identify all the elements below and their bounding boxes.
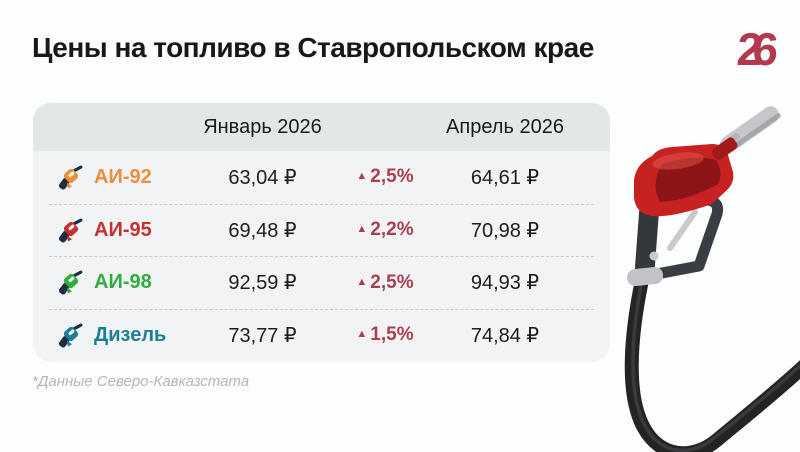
nozzle-trigger-guard [644,194,724,282]
page-title: Цены на топливо в Ставропольском крае [32,32,594,63]
fuel-cell: АИ-95 [45,218,195,243]
april-price: 70,98 ₽ [470,219,540,242]
up-triangle-icon: ▲ [356,275,368,288]
fuel-price-table: Январь 2026 Апрель 2026 АИ-92 63,04 ₽ ▲ 2… [33,103,610,362]
change-percent: ▲ 2,2% [356,219,414,241]
fuel-pump-icon [59,218,83,243]
nozzle-grip [634,198,660,280]
nozzle-spout [720,106,781,155]
fuel-pump-icon [59,323,83,348]
april-price: 64,61 ₽ [470,166,540,189]
january-price: 63,04 ₽ [228,166,297,189]
change-percent: ▲ 2,5% [356,271,414,293]
fuel-label: Дизель [94,323,167,346]
fuel-label: АИ-95 [94,218,152,241]
table-row: АИ-95 69,48 ₽ ▲ 2,2% 70,98 ₽ [33,203,610,257]
fuel-cell: АИ-98 [45,270,195,295]
table-body: АИ-92 63,04 ₽ ▲ 2,5% 64,61 ₽ АИ-95 69,48 … [33,151,610,362]
table-row: Дизель 73,77 ₽ ▲ 1,5% 74,84 ₽ [33,309,610,362]
table-row: АИ-98 92,59 ₽ ▲ 2,5% 94,93 ₽ [33,256,610,309]
up-triangle-icon: ▲ [356,170,368,183]
table-row: АИ-92 63,04 ₽ ▲ 2,5% 64,61 ₽ [33,151,610,204]
up-triangle-icon: ▲ [356,328,368,341]
january-price: 69,48 ₽ [228,219,297,242]
fuel-label: АИ-92 [94,165,152,188]
table-header-row: Январь 2026 Апрель 2026 [33,103,610,151]
change-percent: ▲ 1,5% [356,324,414,346]
april-price: 94,93 ₽ [470,272,540,295]
up-triangle-icon: ▲ [356,223,368,236]
change-percent: ▲ 2,5% [356,166,414,188]
nozzle-collar [627,266,664,287]
brand-logo-26: 26 [735,23,770,75]
fuel-cell: АИ-92 [45,165,195,190]
fuel-nozzle-illustration [624,106,800,452]
nozzle-hose [624,273,800,452]
column-january-2026: Январь 2026 [203,115,322,138]
nozzle-spring [694,133,741,181]
fuel-label: АИ-98 [94,271,152,294]
column-april-2026: Апрель 2026 [446,115,564,138]
nozzle-rivet [649,251,659,261]
january-price: 92,59 ₽ [228,272,297,295]
fuel-pump-icon [59,270,83,295]
source-footnote: *Данные Северо-Кавказстата [32,373,250,390]
nozzle-body [634,137,738,217]
nozzle-trigger [667,209,698,251]
april-price: 74,84 ₽ [470,324,540,347]
fuel-cell: Дизель [45,323,195,348]
january-price: 73,77 ₽ [228,324,297,347]
fuel-pump-icon [59,165,83,190]
